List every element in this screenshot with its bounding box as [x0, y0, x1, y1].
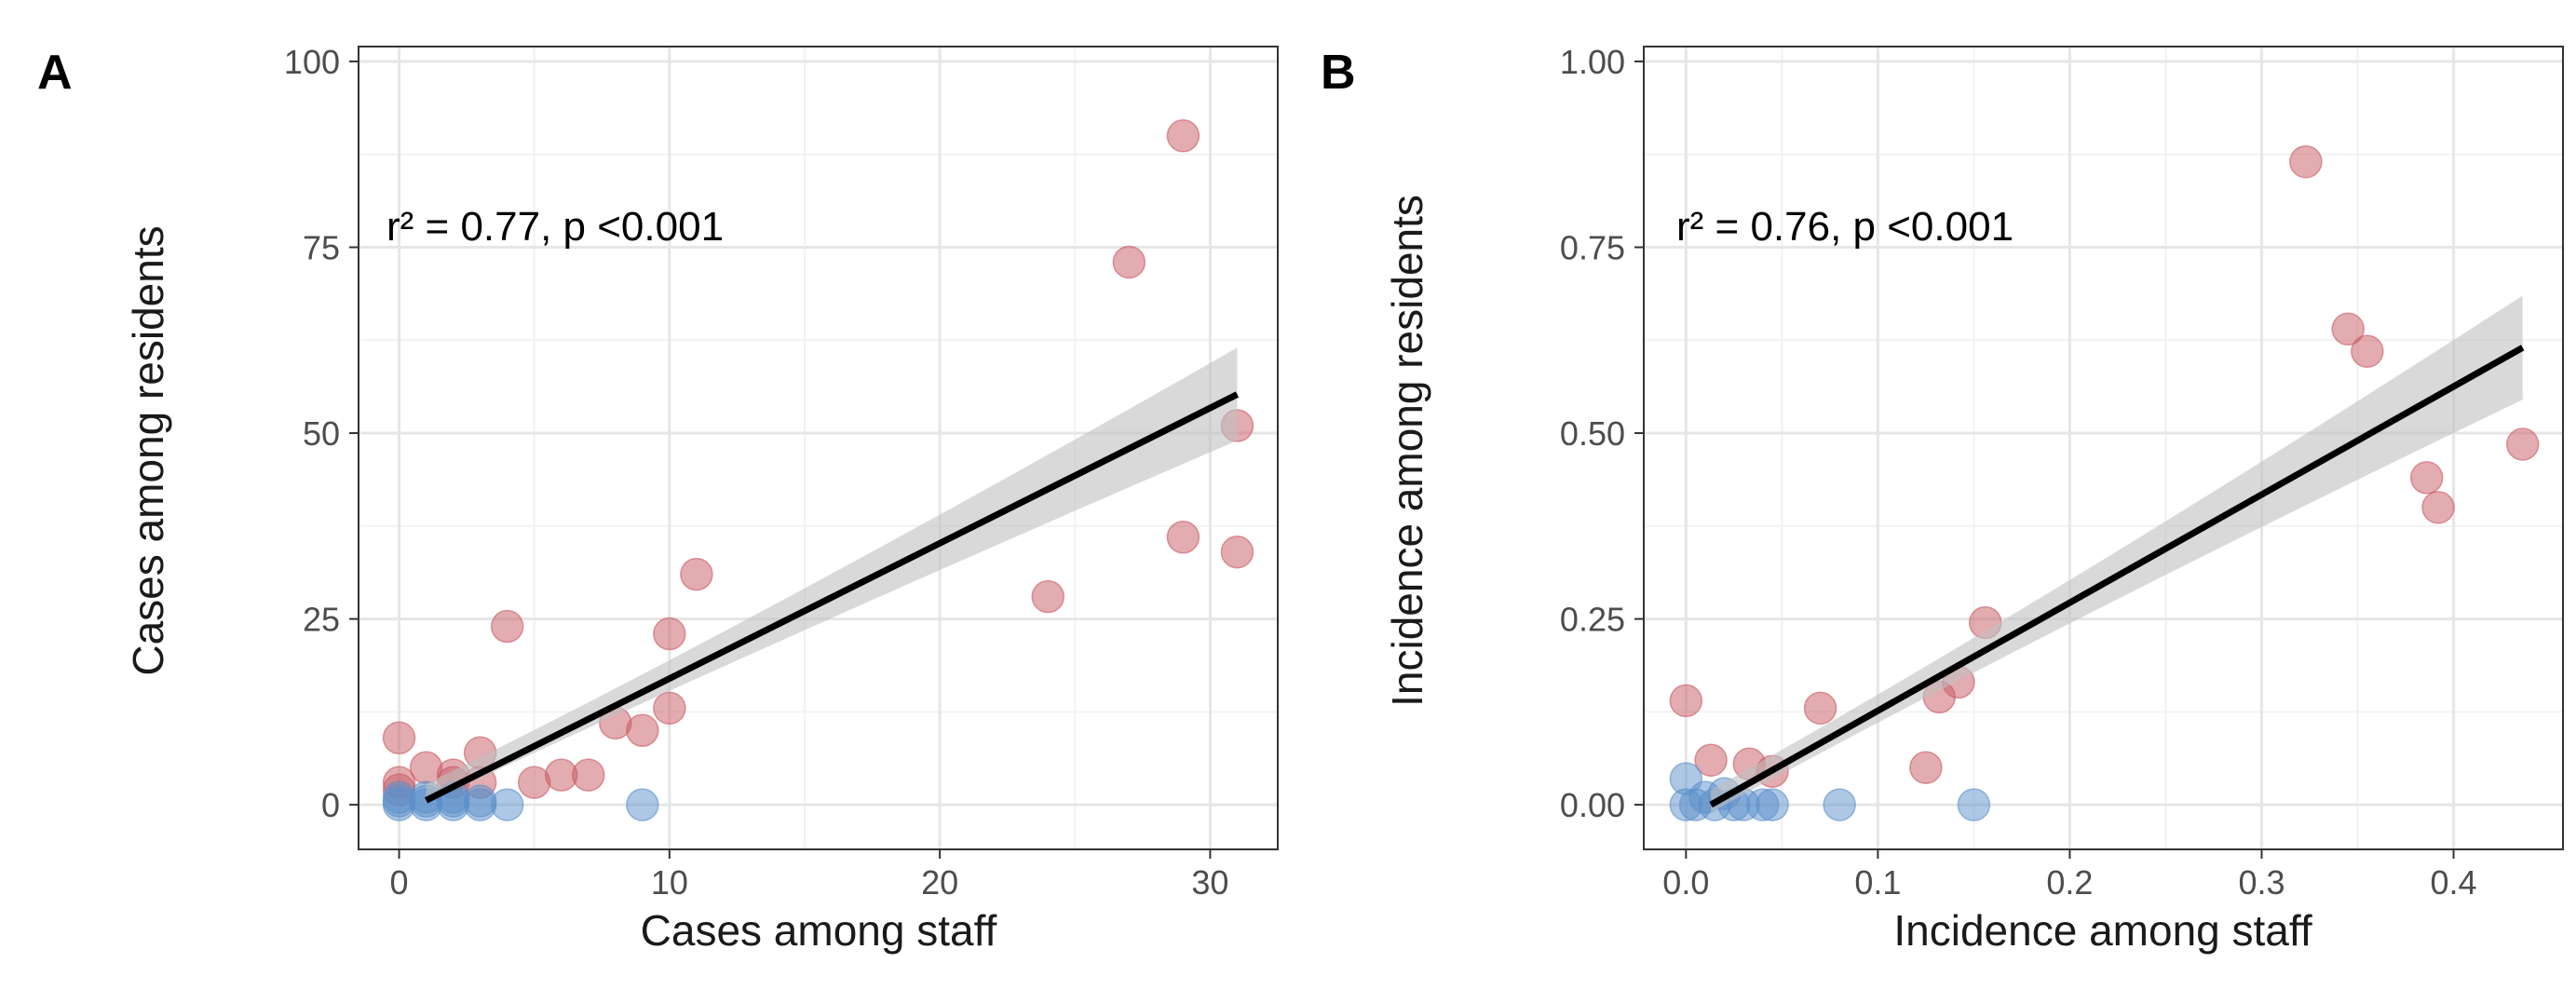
x-axis-title-a: Cases among staff — [641, 906, 997, 955]
y-axis-title-a: Cases among residents — [124, 225, 172, 675]
plot-frame — [358, 46, 1279, 850]
x-tick-label: 0 — [390, 863, 409, 902]
point-blue — [626, 788, 659, 821]
point-red — [1669, 684, 1703, 718]
x-tick-label: 0.3 — [2238, 863, 2285, 902]
point-blue — [1957, 788, 1991, 821]
y-axis-title-b: Incidence among residents — [1383, 195, 1431, 707]
point-red — [653, 691, 686, 726]
x-axis-title-b: Incidence among staff — [1893, 906, 2312, 955]
point-red — [1112, 245, 1146, 279]
y-tick-label: 50 — [303, 414, 340, 453]
plot-area-b: 0.0 0.1 0.2 0.3 0.4 0.00 0.25 0.50 0.75 1.00 — [1560, 43, 2564, 902]
panel-label-a: A — [37, 46, 73, 100]
point-blue — [490, 788, 524, 821]
y-tick-label: 1.00 — [1560, 43, 1625, 81]
point-red — [1694, 743, 1728, 777]
plot-frame — [1643, 46, 2564, 850]
point-red — [626, 713, 659, 748]
annotation-a: r² = 0.77, p <0.001 — [386, 204, 724, 250]
confidence-band — [426, 347, 1238, 804]
plot-area-a: 0 10 20 30 0 25 50 75 100 — [284, 43, 1279, 902]
point-red — [2421, 491, 2455, 524]
point-blue — [1823, 788, 1856, 821]
point-red — [1166, 521, 1200, 554]
y-tick-label: 0.50 — [1560, 414, 1625, 453]
point-red — [572, 758, 605, 792]
point-red — [2409, 461, 2444, 495]
point-red — [2505, 427, 2540, 461]
point-red — [2331, 312, 2365, 346]
regression-line — [425, 391, 1240, 804]
x-tick-label: 0.4 — [2431, 863, 2477, 902]
y-tick-label: 25 — [303, 601, 340, 639]
y-tick-label: 100 — [284, 43, 340, 81]
point-red — [2289, 144, 2323, 179]
point-red — [680, 557, 713, 591]
x-tick-label: 0.2 — [2046, 863, 2093, 902]
panel-label-b: B — [1321, 46, 1356, 100]
x-tick-label: 0.1 — [1854, 863, 1901, 902]
y-tick-label: 0.75 — [1560, 229, 1625, 267]
x-tick-label: 10 — [651, 863, 688, 902]
point-red — [1031, 579, 1064, 614]
points-a — [382, 119, 1254, 821]
x-tick-label: 30 — [1191, 863, 1228, 902]
panel-b: 0.0 0.1 0.2 0.3 0.4 0.00 0.25 0.50 0.75 1.00 B r²… — [1321, 43, 2564, 955]
y-tick-label: 0 — [321, 786, 340, 824]
x-tick-label: 0.0 — [1662, 863, 1709, 902]
x-tick-label: 20 — [921, 863, 958, 902]
y-tick-label: 0.00 — [1560, 786, 1625, 824]
point-red — [490, 609, 524, 644]
point-red — [382, 721, 416, 755]
confidence-band — [1711, 295, 2523, 813]
point-red — [2351, 334, 2384, 368]
point-red — [1909, 751, 1943, 784]
regression-line — [1709, 345, 2525, 808]
point-blue — [1756, 788, 1789, 821]
y-tick-label: 0.25 — [1560, 601, 1625, 639]
point-red — [1803, 691, 1837, 726]
y-tick-label: 75 — [303, 229, 340, 267]
point-red — [653, 617, 686, 651]
annotation-b: r² = 0.76, p <0.001 — [1676, 204, 2013, 250]
point-red — [1220, 535, 1254, 569]
point-red — [1166, 119, 1200, 153]
